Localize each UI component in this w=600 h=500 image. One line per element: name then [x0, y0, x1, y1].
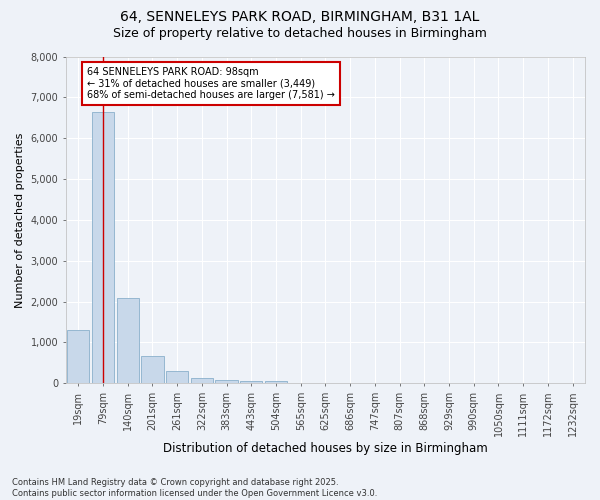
Y-axis label: Number of detached properties: Number of detached properties — [15, 132, 25, 308]
Bar — [67, 330, 89, 384]
Text: 64 SENNELEYS PARK ROAD: 98sqm
← 31% of detached houses are smaller (3,449)
68% o: 64 SENNELEYS PARK ROAD: 98sqm ← 31% of d… — [87, 66, 335, 100]
Bar — [215, 380, 238, 384]
Bar — [92, 112, 114, 384]
Bar — [191, 378, 213, 384]
Bar — [265, 381, 287, 384]
Bar — [240, 381, 262, 384]
Bar — [116, 298, 139, 384]
X-axis label: Distribution of detached houses by size in Birmingham: Distribution of detached houses by size … — [163, 442, 488, 455]
Bar — [166, 370, 188, 384]
Text: 64, SENNELEYS PARK ROAD, BIRMINGHAM, B31 1AL: 64, SENNELEYS PARK ROAD, BIRMINGHAM, B31… — [121, 10, 479, 24]
Text: Size of property relative to detached houses in Birmingham: Size of property relative to detached ho… — [113, 28, 487, 40]
Text: Contains HM Land Registry data © Crown copyright and database right 2025.
Contai: Contains HM Land Registry data © Crown c… — [12, 478, 377, 498]
Bar — [142, 356, 164, 384]
